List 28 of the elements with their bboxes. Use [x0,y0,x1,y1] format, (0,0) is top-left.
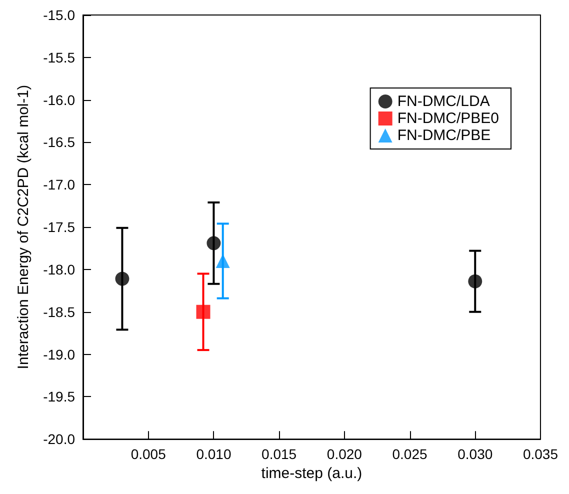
x-axis-title: time-step (a.u.) [261,465,362,482]
y-tick-label: -17.0 [43,176,76,193]
x-tick-label: 0.010 [196,446,232,462]
legend-label: FN-DMC/LDA [397,93,490,110]
y-tick-label: -15.0 [43,7,76,23]
x-tick-label: 0.020 [326,446,362,462]
legend-label: FN-DMC/PBE [397,127,491,144]
y-tick-label: -18.5 [43,304,76,320]
y-tick-label: -19.5 [43,388,76,405]
y-tick-label: -16.5 [43,134,76,150]
point [196,304,210,319]
y-tick-label: -18.0 [43,261,76,278]
y-tick-label: -19.0 [43,346,76,362]
x-tick-label: 0.030 [458,446,493,462]
y-tick-label: -20.0 [43,431,76,448]
point [206,236,221,250]
point [468,274,482,288]
x-tick-label: 0.015 [262,446,297,462]
y-tick-label: -16.0 [43,92,76,108]
x-tick-label: 0.035 [522,446,558,462]
y-axis-title: Interaction Energy of C2C2PD (kcal mol-1) [15,84,32,370]
point [115,272,130,286]
y-tick-label: -15.5 [43,49,76,66]
x-tick-label: 0.025 [392,446,428,462]
legend-label: FN-DMC/PBE0 [397,110,500,127]
y-tick-label: -17.5 [43,219,76,236]
x-tick-label: 0.005 [130,446,166,462]
point [216,254,230,268]
